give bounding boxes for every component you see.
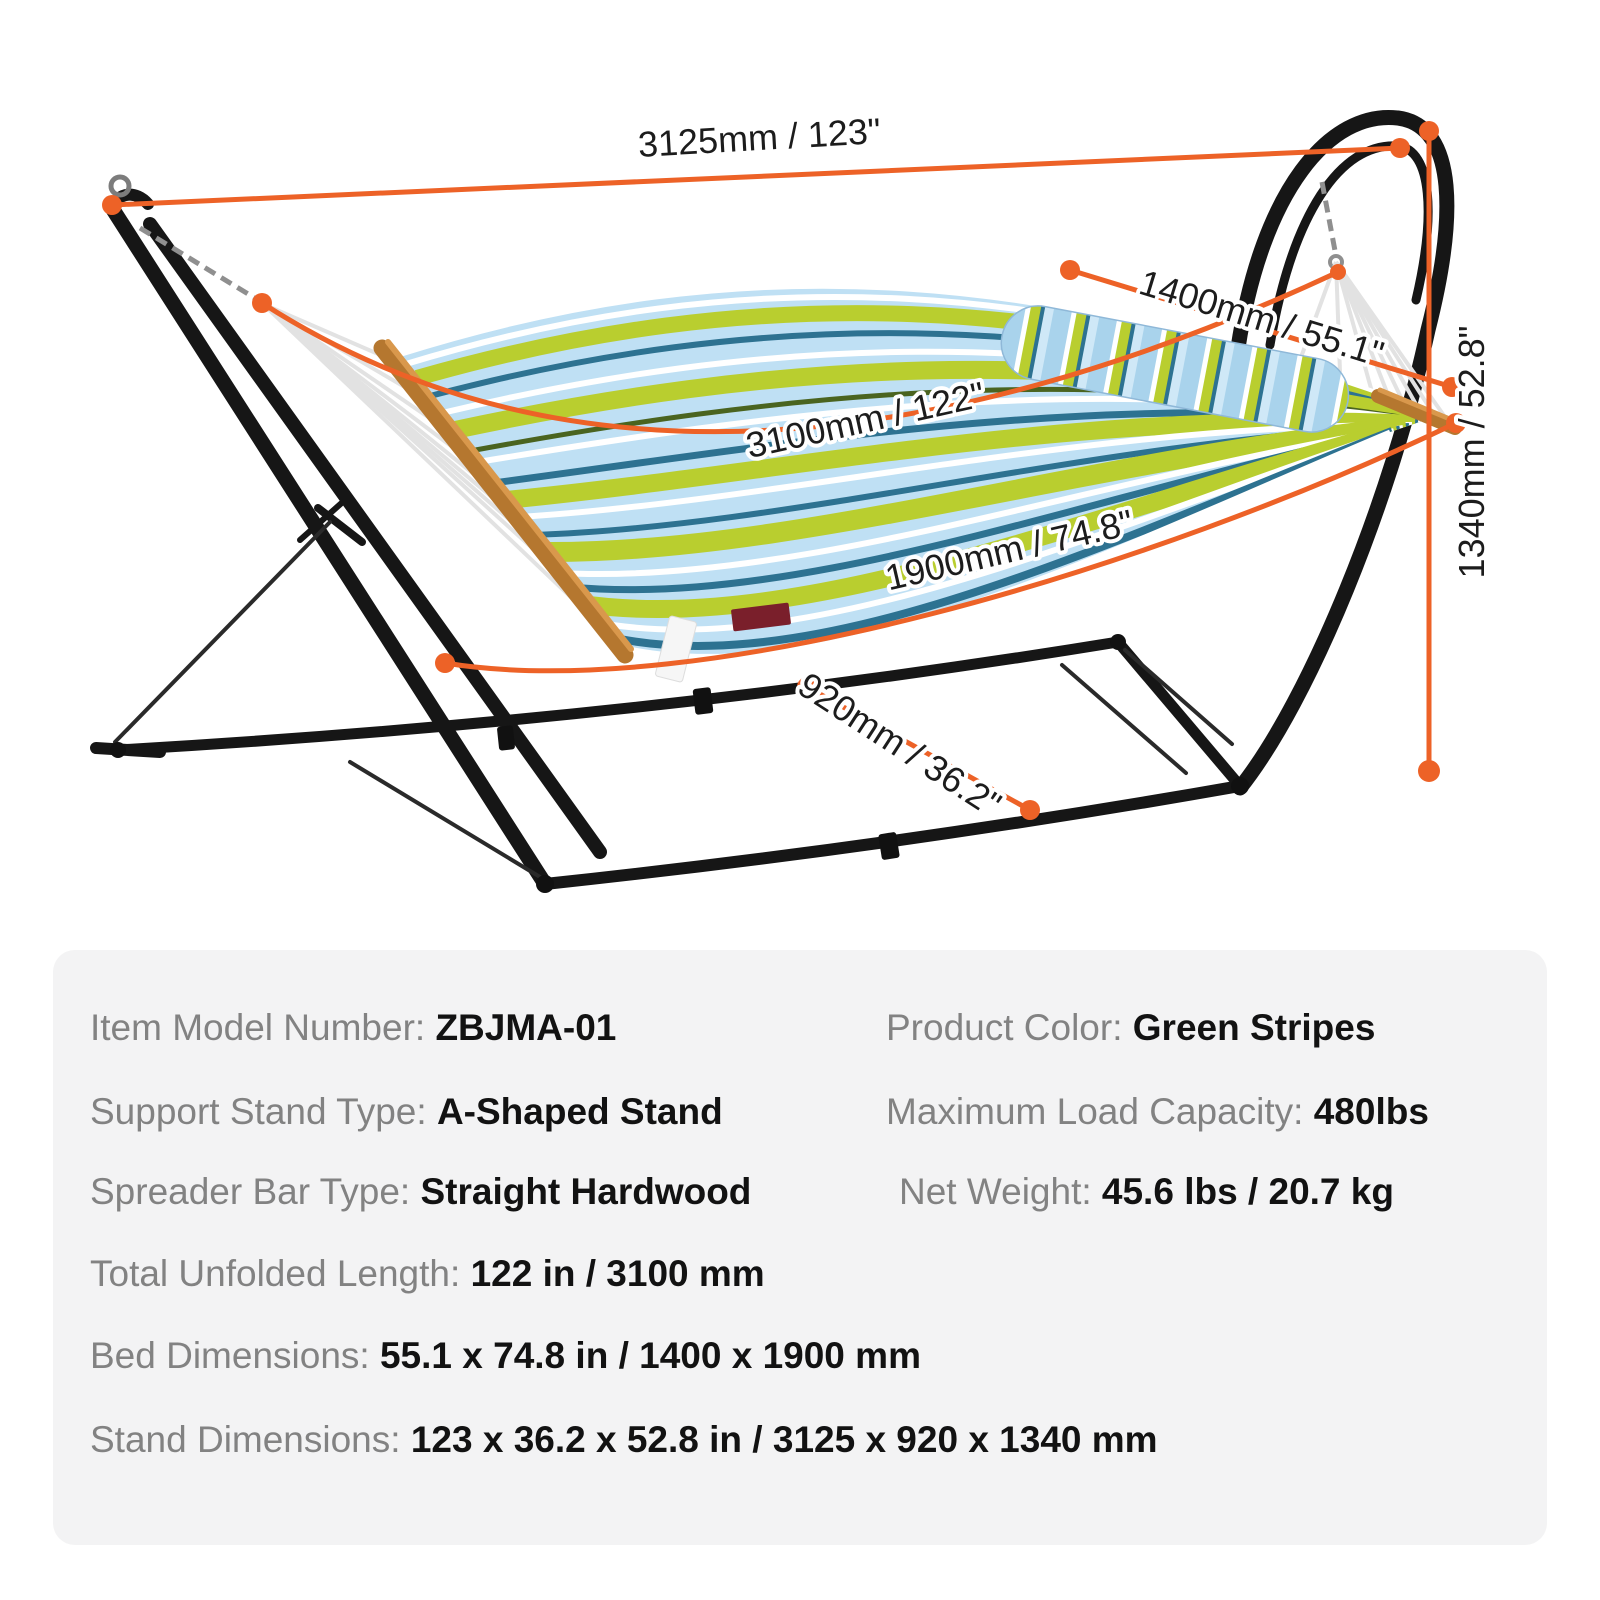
pillow [1000,305,1350,433]
spec-label: Bed Dimensions: [90,1335,370,1376]
spec-label: Total Unfolded Length: [90,1253,461,1294]
spec-value: Straight Hardwood [420,1171,752,1212]
hanging-chains [138,181,1339,303]
stand-fittings [110,634,1249,893]
spec-row-bed-dimensions: Bed Dimensions: 55.1 x 74.8 in / 1400 x … [90,1333,921,1379]
spec-value: 123 x 36.2 x 52.8 in / 3125 x 920 x 1340… [410,1419,1158,1460]
spec-label: Stand Dimensions: [90,1419,401,1460]
spec-row-product-color: Product Color: Green Stripes [886,1005,1375,1051]
spec-panel: Item Model Number: ZBJMA-01 Product Colo… [53,950,1547,1545]
spec-value: 122 in / 3100 mm [470,1253,765,1294]
spec-label: Support Stand Type: [90,1091,427,1132]
dimension-label-base-depth: 920mm / 36.2" [791,664,1009,825]
spec-value: ZBJMA-01 [435,1007,617,1048]
spec-label: Spreader Bar Type: [90,1171,411,1212]
spec-row-stand-type: Support Stand Type: A-Shaped Stand [90,1089,723,1135]
spec-row-unfolded-length: Total Unfolded Length: 122 in / 3100 mm [90,1251,765,1297]
stand-frame [90,109,1455,892]
spec-value: 480lbs [1313,1091,1429,1132]
spec-row-load-capacity: Maximum Load Capacity: 480lbs [886,1089,1429,1135]
spec-row-net-weight: Net Weight: 45.6 lbs / 20.7 kg [899,1169,1394,1215]
dimension-lines [111,131,1458,813]
spreader-bars [373,339,1462,664]
spec-row-stand-dimensions: Stand Dimensions: 123 x 36.2 x 52.8 in /… [90,1417,1158,1463]
spec-value: 45.6 lbs / 20.7 kg [1101,1171,1394,1212]
hammock-illustration: 3125mm / 123" 3100mm / 122" 1400mm / 55.… [90,109,1492,893]
spec-row-model-number: Item Model Number: ZBJMA-01 [90,1005,616,1051]
spec-label: Product Color: [886,1007,1123,1048]
eye-hook [108,174,132,198]
spec-label: Net Weight: [899,1171,1092,1212]
dimension-label-stand-height: 1340mm / 52.8" [1451,326,1492,579]
spec-value: Green Stripes [1132,1007,1376,1048]
spec-label: Item Model Number: [90,1007,426,1048]
dimension-dots [102,121,1466,820]
spec-row-spreader-bar: Spreader Bar Type: Straight Hardwood [90,1169,751,1215]
spec-value: 55.1 x 74.8 in / 1400 x 1900 mm [379,1335,921,1376]
spec-label: Maximum Load Capacity: [886,1091,1304,1132]
spec-value: A-Shaped Stand [436,1091,723,1132]
dimension-label-total-width: 3125mm / 123" [637,110,882,165]
